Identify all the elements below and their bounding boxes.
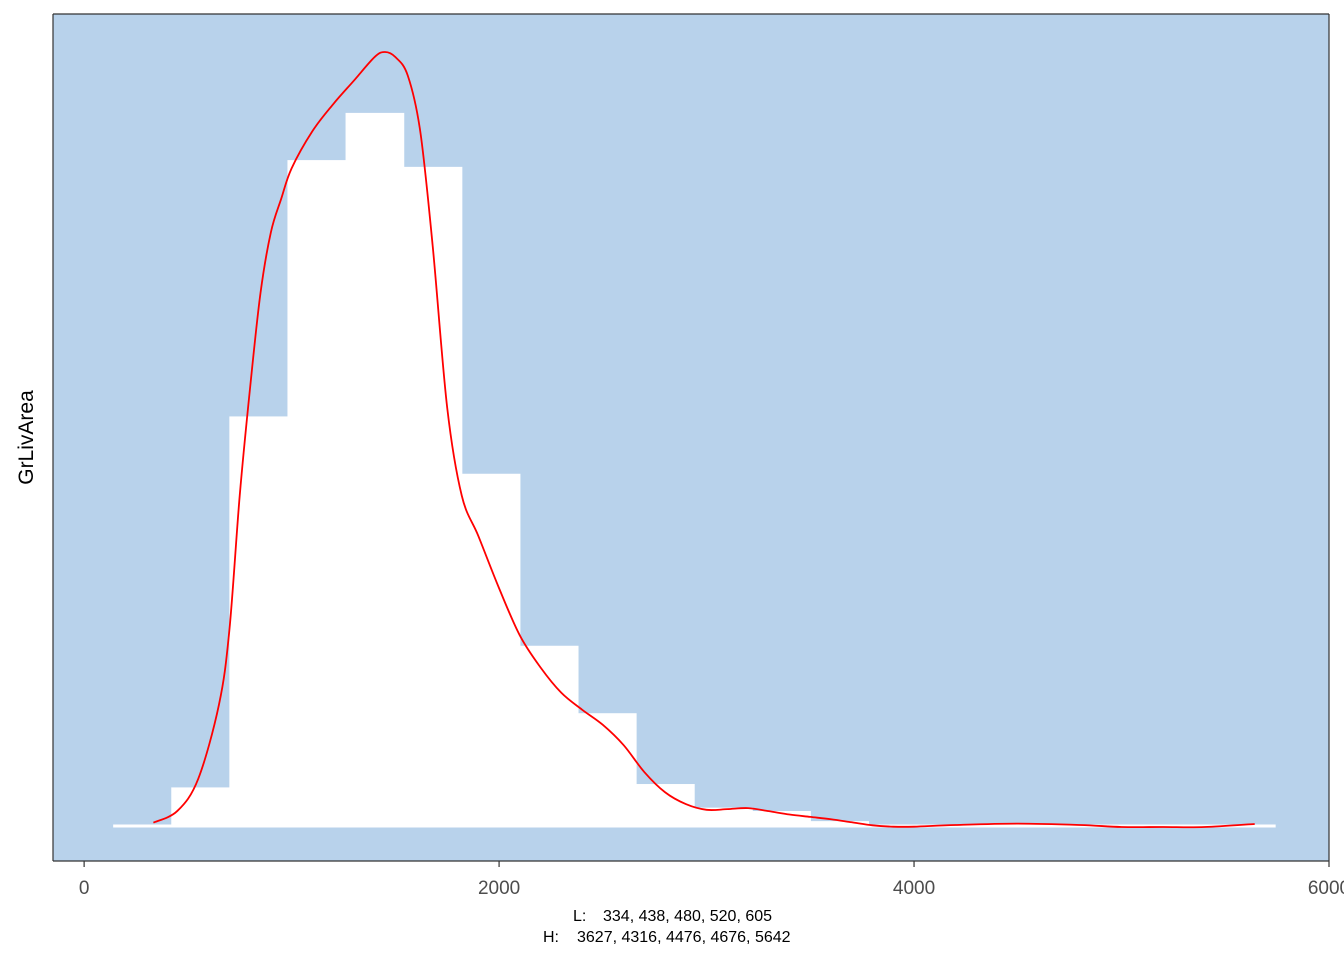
histogram-bar-15	[984, 824, 1044, 828]
histogram-bar-17	[1100, 824, 1160, 828]
histogram-bar-7	[519, 645, 579, 828]
histogram-bar-9	[636, 784, 695, 828]
annotation-row-0: L: 334, 438, 480, 520, 605	[573, 908, 772, 925]
histogram-bars	[113, 112, 1276, 828]
histogram-bar-3	[287, 160, 347, 828]
annotation-values-0: 334, 438, 480, 520, 605	[603, 908, 772, 925]
histogram-bar-0	[113, 824, 172, 828]
histogram-bar-6	[461, 473, 521, 828]
histogram-bar-5	[403, 166, 463, 828]
histogram-bar-16	[1042, 824, 1102, 828]
histogram-bar-4	[345, 112, 405, 828]
histogram-bar-12	[810, 821, 869, 828]
annotation-label-1: H:	[543, 929, 559, 946]
density-curve	[153, 51, 1255, 829]
histogram-bar-10	[694, 807, 753, 828]
histogram-bar-2	[229, 416, 289, 828]
outlier-annotations: L: 334, 438, 480, 520, 605 H: 3627, 4316, 4…	[543, 908, 791, 946]
histogram-bar-18	[1158, 824, 1218, 828]
x-tick-label-2000: 2000	[478, 878, 520, 899]
histogram-bar-8	[577, 713, 637, 828]
y-axis-label: GrLivArea	[15, 390, 38, 485]
histogram-bar-14	[926, 824, 986, 828]
annotation-label-0: L:	[573, 908, 586, 925]
x-tick-label-0: 0	[79, 878, 90, 899]
histogram-bar-19	[1216, 824, 1276, 828]
annotation-values-1: 3627, 4316, 4476, 4676, 5642	[577, 929, 791, 946]
x-tick-label-4000: 4000	[893, 878, 935, 899]
axes: 0 2000 4000 6000	[52, 13, 1344, 899]
x-tick-label-6000: 6000	[1308, 878, 1344, 899]
annotation-row-1: H: 3627, 4316, 4476, 4676, 5642	[543, 929, 791, 946]
